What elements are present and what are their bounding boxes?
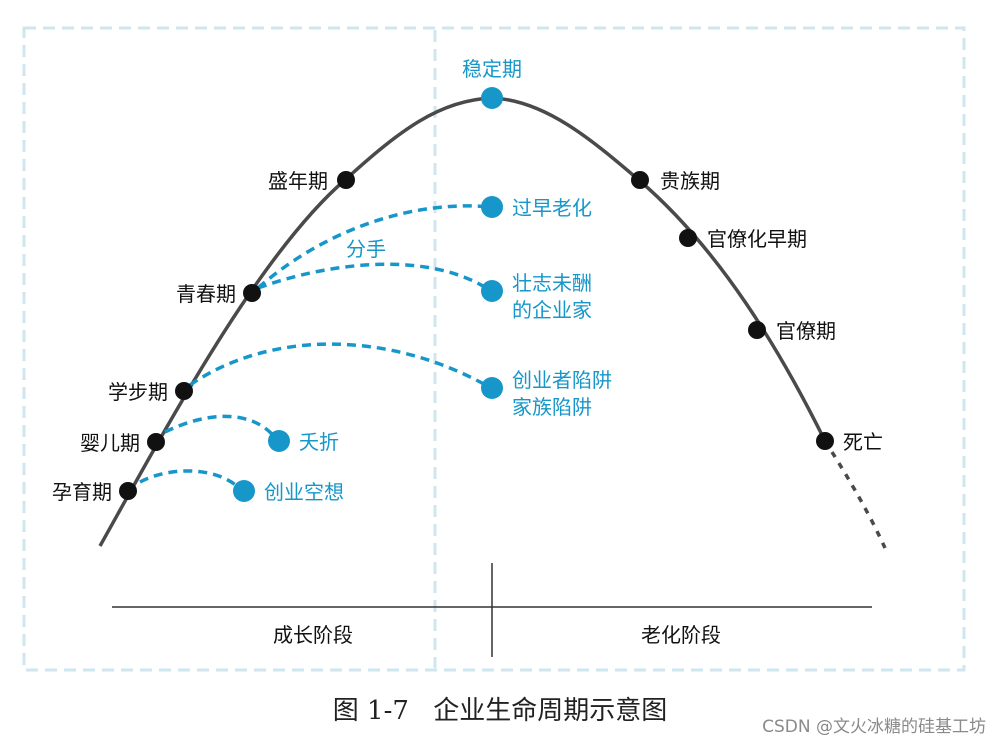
node-infant-death: [268, 430, 290, 452]
node-bureaucracy: [748, 321, 766, 339]
label-prime: 盛年期: [268, 169, 328, 193]
label-bureaucracy: 官僚期: [776, 319, 836, 343]
node-unfulfilled: [481, 280, 503, 302]
watermark: CSDN @文火冰糖的硅基工坊: [762, 717, 986, 737]
label-toddler: 学步期: [108, 380, 168, 404]
figure-title: 企业生命周期示意图: [433, 696, 668, 726]
label-aging-phase: 老化阶段: [641, 623, 721, 647]
label-youth: 青春期: [176, 282, 236, 306]
branch-unfulfilled: [257, 262, 492, 293]
label-premature-aging: 过早老化: [512, 196, 592, 220]
label-unfulfilled-line2: 的企业家: [512, 298, 592, 322]
lifecycle-curve: [98, 96, 827, 547]
label-early-bureaucracy: 官僚化早期: [707, 227, 807, 251]
label-unfulfilled-line1: 壮志未酬: [512, 271, 592, 295]
label-stable: 稳定期: [462, 57, 522, 81]
label-startup-fantasy: 创业空想: [264, 480, 344, 504]
label-divorce: 分手: [346, 237, 386, 261]
node-founder-trap: [481, 377, 503, 399]
lifecycle-curve-dotted-tail: [823, 440, 887, 549]
node-youth: [243, 284, 261, 302]
node-premature-aging: [481, 196, 503, 218]
branch-premature-aging: [256, 204, 492, 290]
figure-caption: 图 1-7 企业生命周期示意图: [0, 690, 1000, 727]
label-infant-death: 夭折: [299, 430, 339, 454]
diagram-frame: [22, 26, 966, 672]
label-founder-trap-line2: 家族陷阱: [512, 395, 592, 419]
node-infancy: [147, 433, 165, 451]
figure-number: 图 1-7: [332, 696, 409, 726]
node-stable: [481, 87, 503, 109]
node-prime: [337, 171, 355, 189]
node-early-bureaucracy: [679, 229, 697, 247]
node-pregnancy: [119, 482, 137, 500]
node-startup-fantasy: [233, 480, 255, 502]
branch-founder-trap: [189, 342, 492, 390]
label-growth-phase: 成长阶段: [273, 623, 353, 647]
label-founder-trap-line1: 创业者陷阱: [512, 368, 612, 392]
branch-startup-fantasy: [139, 469, 244, 493]
label-aristocracy: 贵族期: [660, 169, 720, 193]
label-pregnancy: 孕育期: [52, 480, 112, 504]
label-death: 死亡: [843, 430, 883, 454]
node-toddler: [175, 382, 193, 400]
node-aristocracy: [631, 171, 649, 189]
label-infancy: 婴儿期: [80, 431, 140, 455]
node-death: [816, 432, 834, 450]
branch-infant-death: [164, 414, 279, 442]
